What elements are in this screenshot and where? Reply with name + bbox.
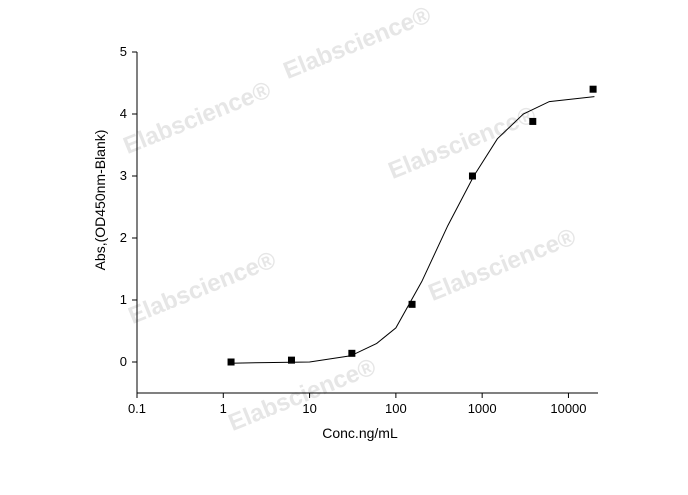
data-point [408,300,416,308]
data-point [287,356,295,364]
data-point [227,358,235,366]
y-tick-label: 0 [120,354,127,369]
y-tick-label: 5 [120,44,127,59]
x-tick-label: 10000 [550,401,586,416]
x-tick-label: 10 [302,401,316,416]
y-tick-label: 3 [120,168,127,183]
y-axis-label: Abs,(OD450nm-Blank) [92,130,108,271]
data-point [589,85,597,93]
y-tick-label: 2 [120,230,127,245]
y-tick-label: 4 [120,106,127,121]
x-axis-label: Conc.ng/mL [322,425,398,441]
x-tick-label: 0.1 [128,401,146,416]
x-tick-label: 1 [220,401,227,416]
data-point [348,349,356,357]
data-point [468,172,476,180]
data-point [529,117,537,125]
fit-curve [230,96,595,364]
x-tick-label: 100 [385,401,407,416]
y-tick-label: 1 [120,292,127,307]
x-tick-label: 1000 [468,401,497,416]
